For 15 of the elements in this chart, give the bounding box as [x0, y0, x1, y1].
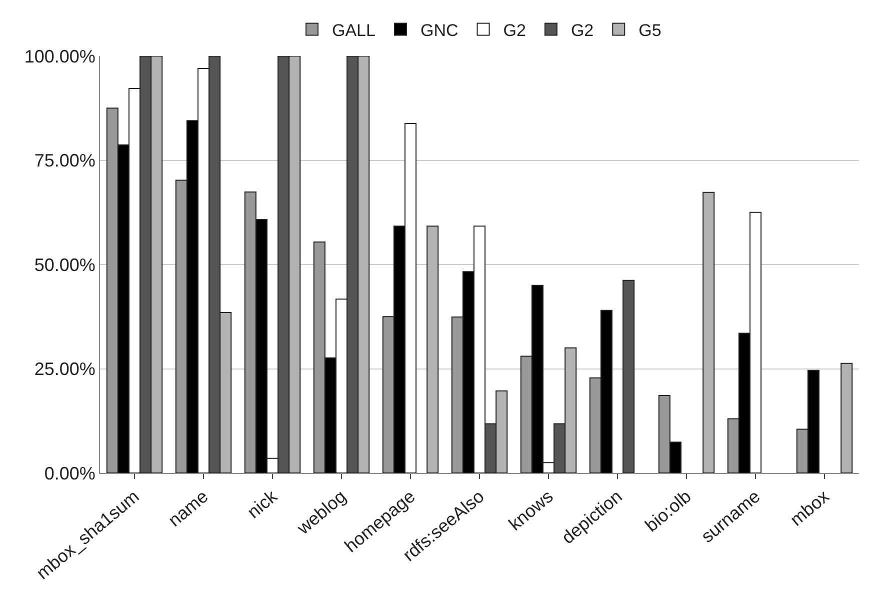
x-tick-label: nick — [243, 486, 282, 522]
bar — [622, 280, 635, 473]
y-tick-label: 0.00% — [44, 463, 96, 484]
bar — [840, 362, 853, 473]
legend-label: GALL — [332, 20, 376, 40]
y-tick-label: 75.00% — [34, 150, 96, 171]
legend-label: G5 — [638, 20, 662, 40]
bar — [702, 192, 715, 473]
legend-label: GNC — [420, 20, 458, 40]
y-tick-label: 50.00% — [34, 254, 96, 275]
y-tick-label: 25.00% — [34, 359, 96, 380]
y-tick-label: 100.00% — [24, 46, 96, 66]
legend-label: G2 — [570, 20, 594, 40]
bar — [426, 226, 439, 473]
legend-label: G2 — [503, 20, 526, 40]
